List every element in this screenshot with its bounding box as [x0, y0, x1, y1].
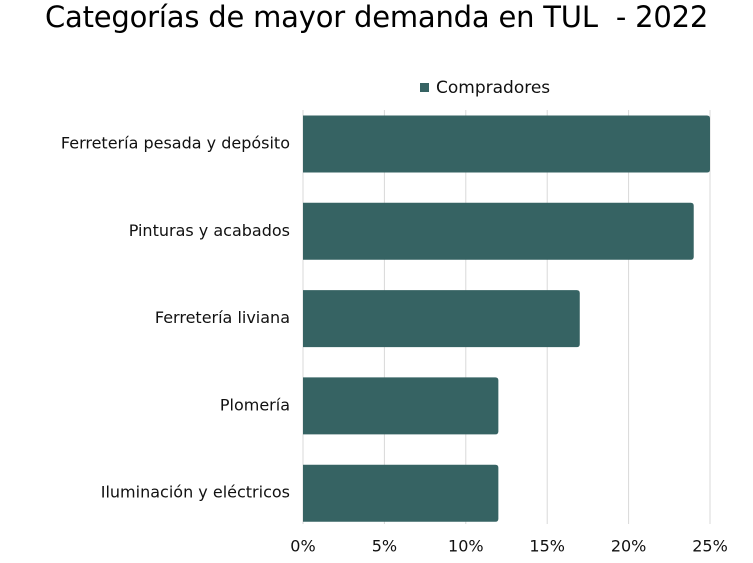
x-tick-labels: 0% 5% 10% 15% 20% 25% [290, 537, 727, 556]
x-tick-label: 20% [611, 537, 647, 556]
category-label: Pinturas y acabados [129, 221, 290, 240]
category-label: Ferretería pesada y depósito [61, 134, 290, 153]
category-label: Iluminación y eléctricos [101, 483, 290, 502]
x-tick-label: 0% [290, 537, 315, 556]
bars [303, 115, 710, 522]
x-tick-label: 5% [372, 537, 397, 556]
legend-label: Compradores [436, 78, 550, 98]
x-tick-label: 10% [448, 537, 484, 556]
x-tick-label: 15% [529, 537, 565, 556]
x-tick-label: 25% [692, 537, 728, 556]
legend-swatch [420, 83, 429, 92]
chart-title: Categorías de mayor demanda en TUL - 202… [45, 0, 709, 34]
category-label: Plomería [220, 395, 290, 414]
bar [303, 290, 580, 348]
category-labels: Ferretería pesada y depósito Pinturas y a… [61, 134, 290, 502]
bar [303, 464, 499, 522]
bar [303, 115, 710, 173]
bar [303, 202, 694, 260]
bar [303, 377, 499, 435]
legend: Compradores [420, 78, 550, 98]
category-label: Ferretería liviana [155, 308, 290, 327]
